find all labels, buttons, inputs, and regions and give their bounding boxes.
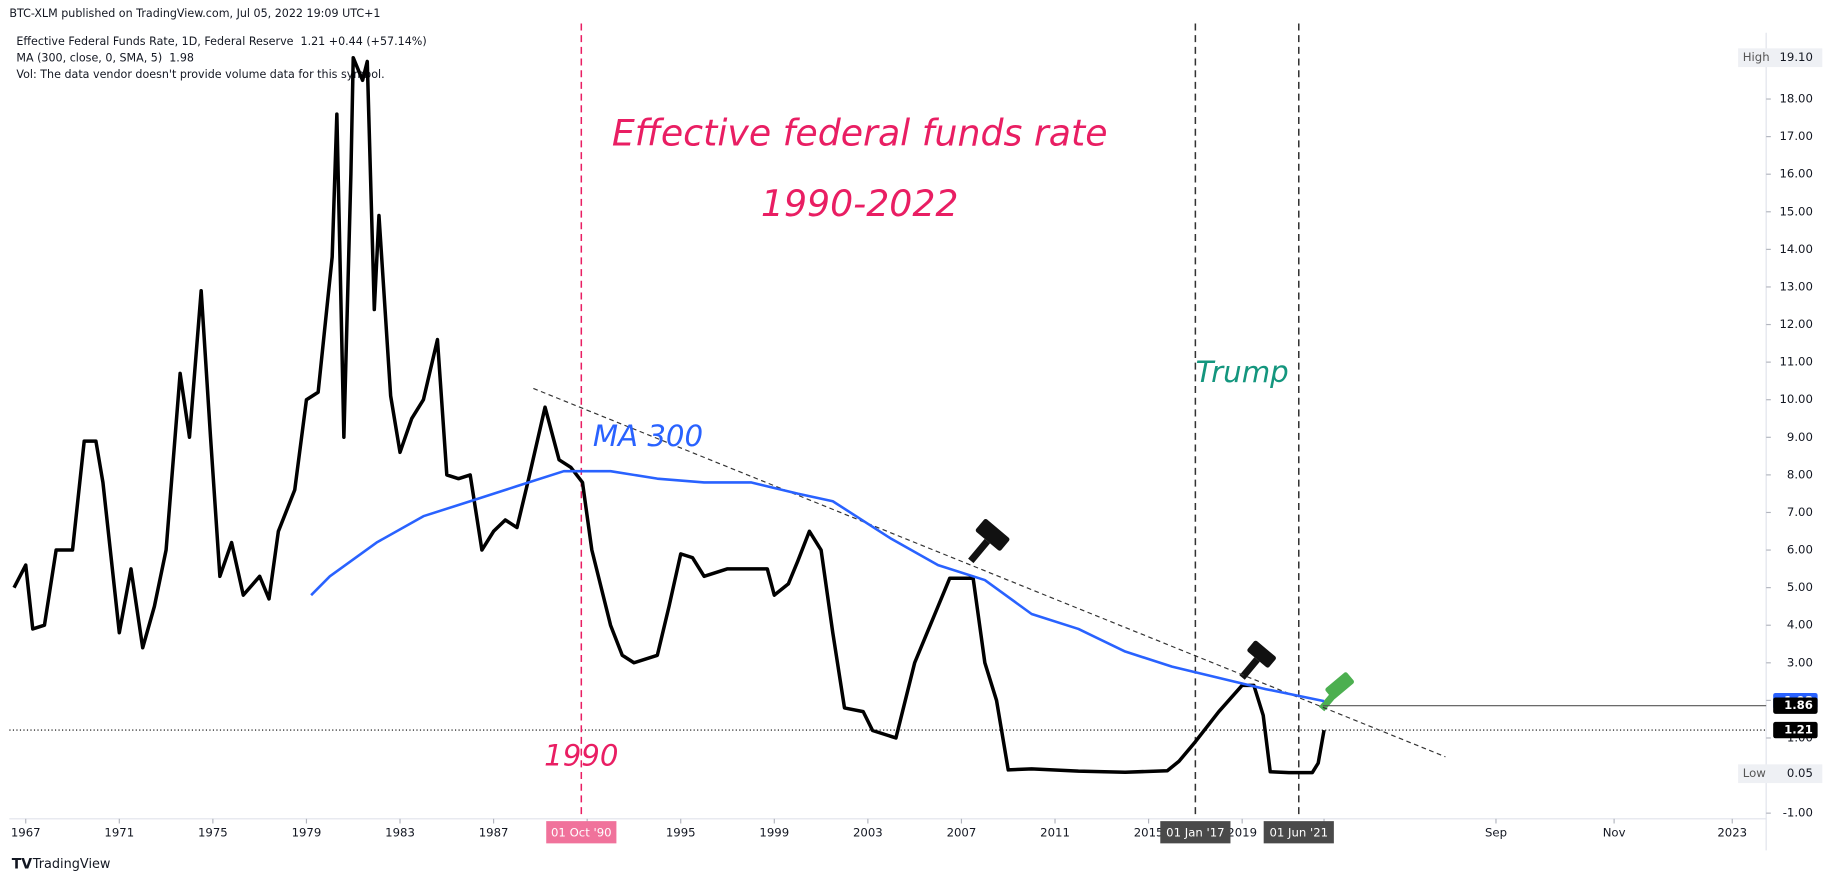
y-tick-label: 10.00 [1779,392,1812,406]
annotation: MA 300 [593,419,703,453]
marker-badge [1160,821,1231,844]
x-tick-label: 1979 [292,825,322,839]
marker-label: 01 Jan '17 [1166,825,1224,839]
x-tick-label: 1983 [385,825,415,839]
header: BTC-XLM published on TradingView.com, Ju… [9,7,380,20]
y-tick-label: 18.00 [1779,92,1812,106]
high-value: 19.10 [1779,50,1812,64]
x-tick-label: 2007 [947,825,977,839]
gavel-icons [968,519,1354,712]
low-value: 0.05 [1787,766,1813,780]
gavel [1239,640,1276,680]
x-tick-label: Nov [1603,825,1626,839]
footer: TV TradingView [12,856,111,872]
low-label: Low [1743,766,1766,780]
legend-value: 1.98 [169,52,194,65]
y-tick-label: 4.00 [1787,618,1813,632]
price-badge-label: 1.86 [1784,698,1813,712]
chart-title: Effective federal funds rate [612,112,1108,155]
annotation: Trump [1196,355,1289,389]
y-tick-label: 17.00 [1779,129,1812,143]
legend-name: Effective Federal Funds Rate, 1D, Federa… [16,35,293,48]
marker-label: 01 Jun '21 [1269,825,1328,839]
price-badge [1773,721,1818,739]
x-tick-label: 2011 [1040,825,1070,839]
x-tick-label: 1987 [479,825,509,839]
y-tick-label: 16.00 [1779,167,1812,181]
y-tick-label: 15.00 [1779,204,1812,218]
x-tick-label: 1999 [759,825,789,839]
y-tick-label: 14.00 [1779,242,1812,256]
x-tick-label: 2003 [853,825,883,839]
marker-badge [546,821,617,844]
y-tick-label: 9.00 [1787,430,1813,444]
y-tick-label: 11.00 [1779,355,1812,369]
marker-badge [1263,821,1334,844]
y-tick-label: 3.00 [1787,655,1813,669]
y-tick-label: 8.00 [1787,467,1813,481]
footer-text: TradingView [32,857,111,872]
annotation: 1990 [544,738,618,772]
x-tick-label: Sep [1485,825,1507,839]
series-line [310,469,1325,703]
x-tick-label: 2023 [1717,825,1747,839]
y-tick-label: 12.00 [1779,317,1812,331]
y-tick-label: 13.00 [1779,279,1812,293]
y-tick-label: 6.00 [1787,543,1813,557]
legend-value: 1.21 +0.44 (+57.14%) [301,35,427,48]
chart-subtitle: 1990-2022 [761,182,959,225]
x-tick-label: 1995 [666,825,696,839]
gavel [968,519,1010,564]
logo: TV [12,856,33,872]
y-tick-label: -1.00 [1783,806,1813,820]
x-tick-label: 1975 [198,825,228,839]
marker-label: 01 Oct '90 [551,825,612,839]
high-label: High [1743,50,1770,64]
y-tick-label: 5.00 [1787,580,1813,594]
x-tick-label: 1971 [104,825,134,839]
series-line [12,55,1326,775]
legend-extra: Vol: The data vendor doesn't provide vol… [16,68,384,81]
low-badge [1738,764,1823,784]
high-badge [1738,48,1823,68]
x-tick-label: 1967 [11,825,41,839]
x-tick-label: 2015 [1134,825,1164,839]
price-badge [1773,697,1818,714]
x-tick-label: 2019 [1227,825,1257,839]
y-tick-label: 7.00 [1787,505,1813,519]
legend-name: MA (300, close, 0, SMA, 5) [16,52,162,65]
price-badge-label: 1.21 [1784,723,1813,737]
